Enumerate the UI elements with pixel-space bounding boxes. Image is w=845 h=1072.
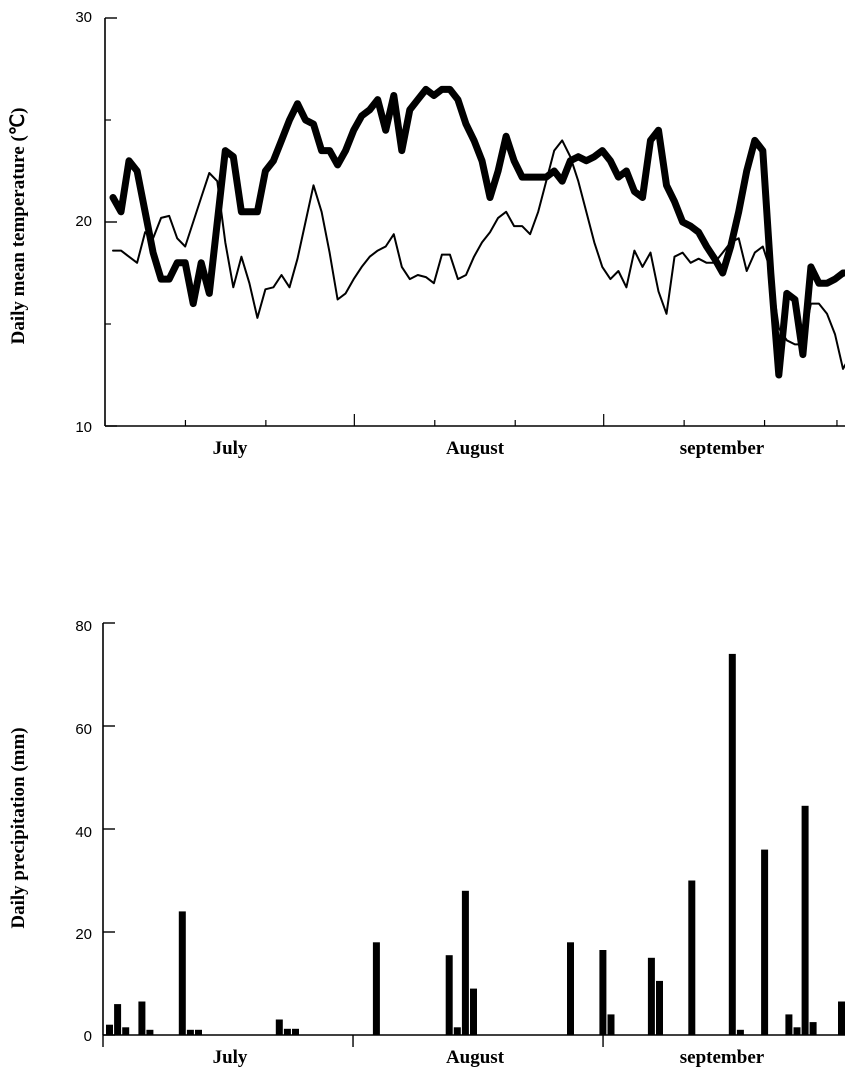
precip-ytick-label: 80 xyxy=(75,618,92,635)
temperature-series-line-thick xyxy=(109,85,845,379)
precip-bar xyxy=(470,988,477,1035)
precip-ytick-label: 0 xyxy=(84,1028,92,1045)
precip-bar xyxy=(146,1029,154,1035)
precip-bar xyxy=(283,1028,291,1035)
precip-bar xyxy=(186,1029,194,1035)
precip-bar xyxy=(607,1014,615,1035)
temp-ytick-label: 20 xyxy=(75,213,92,230)
temp-y-axis-title: Daily mean temperature (℃) xyxy=(8,108,29,345)
precip-bar xyxy=(736,1029,744,1035)
precip-bar xyxy=(567,942,574,1035)
precip-bar xyxy=(122,1027,130,1035)
precip-bar xyxy=(445,955,453,1035)
precip-ytick-label: 60 xyxy=(75,721,92,738)
precip-ytick-label: 20 xyxy=(75,926,92,943)
precip-month-july: July xyxy=(213,1047,248,1068)
precip-x-ticks xyxy=(102,1035,604,1047)
precip-bar xyxy=(688,880,696,1035)
precip-bar xyxy=(106,1024,113,1035)
precip-bar xyxy=(838,1001,845,1035)
temperature-chart: 10 20 30 July August september Daily mea… xyxy=(8,9,845,459)
temperature-series-line-thin xyxy=(112,139,845,370)
precip-bar xyxy=(461,890,469,1035)
precip-bar xyxy=(809,1022,817,1035)
precipitation-bars xyxy=(106,653,845,1036)
precip-bar xyxy=(114,1004,122,1035)
precip-bar xyxy=(801,805,809,1035)
temp-month-august: August xyxy=(446,438,505,459)
precip-bar xyxy=(599,950,607,1035)
precip-bar xyxy=(647,957,655,1036)
temp-x-ticks xyxy=(104,414,838,426)
precipitation-chart: 0 20 40 60 80 July August september Dail… xyxy=(8,618,845,1068)
precip-bar xyxy=(453,1027,461,1035)
precip-y-ticks xyxy=(103,622,115,1036)
precip-bar xyxy=(793,1027,801,1035)
temp-month-september: september xyxy=(680,438,765,459)
precip-bar xyxy=(656,980,663,1035)
precip-ytick-label: 40 xyxy=(75,824,92,841)
precip-bar xyxy=(761,849,769,1035)
temp-ytick-label: 30 xyxy=(75,9,92,26)
precip-bar xyxy=(138,1001,146,1035)
temp-ytick-label: 10 xyxy=(75,419,92,436)
precip-bar xyxy=(195,1029,202,1035)
precip-month-august: August xyxy=(446,1047,505,1068)
precip-bar xyxy=(372,942,380,1035)
temp-month-july: July xyxy=(213,438,248,459)
precip-month-september: september xyxy=(680,1047,765,1068)
precip-bar xyxy=(785,1014,793,1035)
precip-bar xyxy=(292,1028,299,1035)
precip-y-axis-title: Daily precipitation (mm) xyxy=(8,727,29,928)
precip-bar xyxy=(275,1019,283,1035)
temperature-series xyxy=(109,85,845,379)
precip-bar xyxy=(728,653,736,1035)
precip-bar xyxy=(178,911,186,1035)
temp-y-ticks xyxy=(105,17,117,427)
